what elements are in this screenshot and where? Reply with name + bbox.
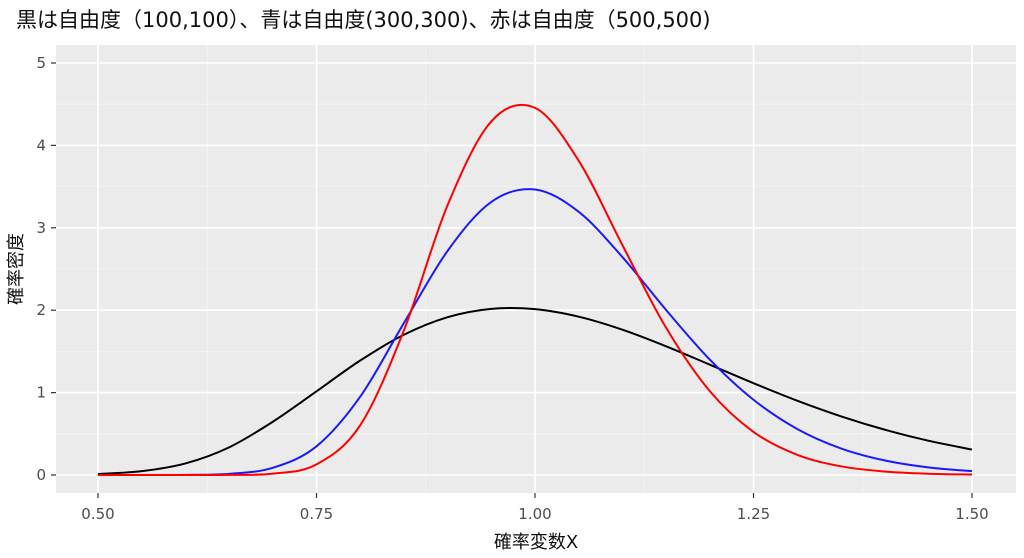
chart-title: 黒は自由度（100,100）、青は自由度(300,300)、赤は自由度（500,… bbox=[16, 8, 711, 32]
x-axis-ticks: 0.50 0.75 1.00 1.25 1.50 bbox=[81, 493, 989, 523]
x-axis-title: 確率変数X bbox=[494, 532, 578, 553]
y-tick-label: 1 bbox=[36, 384, 46, 402]
y-tick-label: 5 bbox=[36, 54, 46, 72]
series-layer bbox=[97, 103, 973, 477]
y-tick-label: 2 bbox=[36, 301, 46, 319]
series-line-2 bbox=[97, 188, 973, 477]
x-tick-label: 1.50 bbox=[955, 505, 988, 523]
series-line-3 bbox=[97, 103, 973, 477]
y-axis-ticks: 0 1 2 3 4 5 bbox=[36, 54, 56, 484]
y-tick-label: 3 bbox=[36, 219, 46, 237]
x-tick-label: 0.50 bbox=[81, 505, 114, 523]
y-axis-title: 確率密度 bbox=[6, 233, 27, 305]
x-tick-label: 1.00 bbox=[518, 505, 551, 523]
y-tick-label: 0 bbox=[36, 466, 46, 484]
minor-gridlines bbox=[56, 45, 1016, 493]
x-tick-label: 1.25 bbox=[737, 505, 770, 523]
y-tick-label: 4 bbox=[36, 136, 46, 154]
x-tick-label: 0.75 bbox=[300, 505, 333, 523]
series-line-1 bbox=[97, 307, 973, 475]
